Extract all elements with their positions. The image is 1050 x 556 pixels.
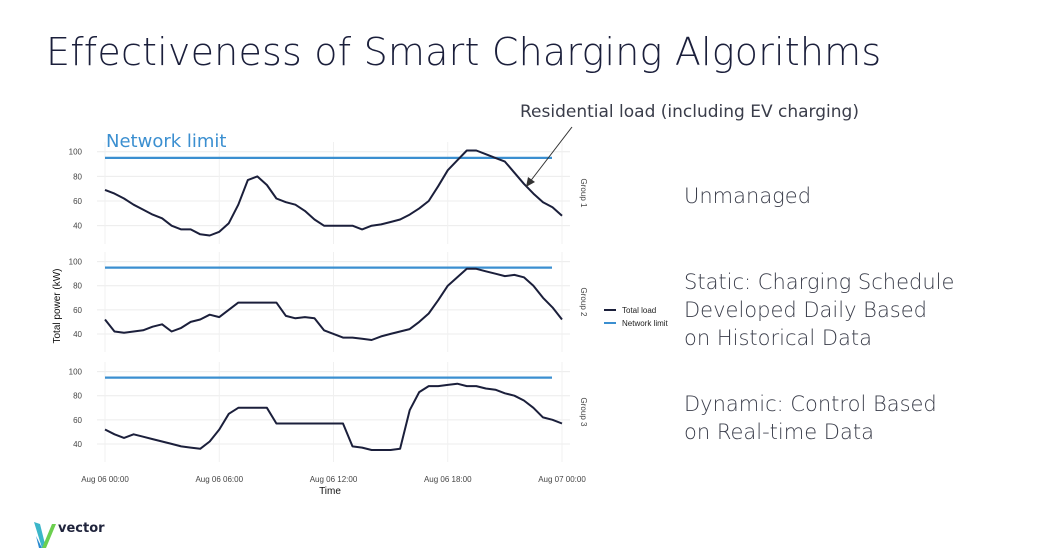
label-static-line-1: Static: Charging Schedule [684, 270, 955, 294]
x-tick-label: Aug 06 12:00 [310, 475, 358, 484]
label-dynamic: Dynamic: Control Based on Real-time Data [684, 390, 1024, 446]
y-tick-label: 40 [73, 440, 82, 449]
annotation-arrow-line [528, 126, 573, 184]
y-tick-label: 80 [73, 392, 82, 401]
total-load-line [104, 149, 563, 237]
facet-label: Group 1 [579, 179, 588, 208]
y-tick-label: 40 [73, 330, 82, 339]
legend-total-label: Total load [622, 306, 656, 315]
label-dynamic-line-1: Dynamic: Control Based [684, 392, 937, 416]
facet-label: Group 3 [579, 398, 588, 427]
slide-title: Effectiveness of Smart Charging Algorith… [46, 30, 882, 74]
y-tick-label: 60 [73, 197, 82, 206]
x-tick-label: Aug 06 00:00 [81, 475, 129, 484]
y-tick-label: 40 [73, 222, 82, 231]
label-unmanaged: Unmanaged [684, 182, 1024, 210]
label-unmanaged-line: Unmanaged [684, 184, 812, 208]
x-tick-label: Aug 07 00:00 [538, 475, 586, 484]
label-static-line-2: Developed Daily Based [684, 298, 927, 322]
label-static: Static: Charging Schedule Developed Dail… [684, 268, 1024, 352]
facet-label: Group 2 [579, 288, 588, 317]
label-dynamic-line-2: on Real-time Data [684, 420, 874, 444]
annotation-arrow-head [526, 177, 535, 187]
y-tick-label: 60 [73, 416, 82, 425]
y-tick-label: 100 [69, 368, 83, 377]
y-tick-label: 60 [73, 306, 82, 315]
x-axis-title: Time [319, 486, 341, 497]
vector-logo-icon [34, 522, 56, 548]
residential-load-annotation: Residential load (including EV charging) [520, 102, 859, 122]
x-tick-label: Aug 06 18:00 [424, 475, 472, 484]
label-static-line-3: on Historical Data [684, 326, 873, 350]
total-load-line [104, 267, 563, 341]
logo-text: vector [58, 521, 105, 536]
y-tick-label: 100 [69, 148, 83, 157]
total-load-line [104, 382, 563, 451]
y-axis-title: Total power (kW) [52, 268, 63, 343]
y-tick-label: 100 [69, 258, 83, 267]
x-tick-label: Aug 06 06:00 [195, 475, 243, 484]
y-tick-label: 80 [73, 282, 82, 291]
network-limit-annotation: Network limit [106, 131, 226, 152]
legend-limit-label: Network limit [622, 319, 669, 328]
y-tick-label: 80 [73, 172, 82, 181]
